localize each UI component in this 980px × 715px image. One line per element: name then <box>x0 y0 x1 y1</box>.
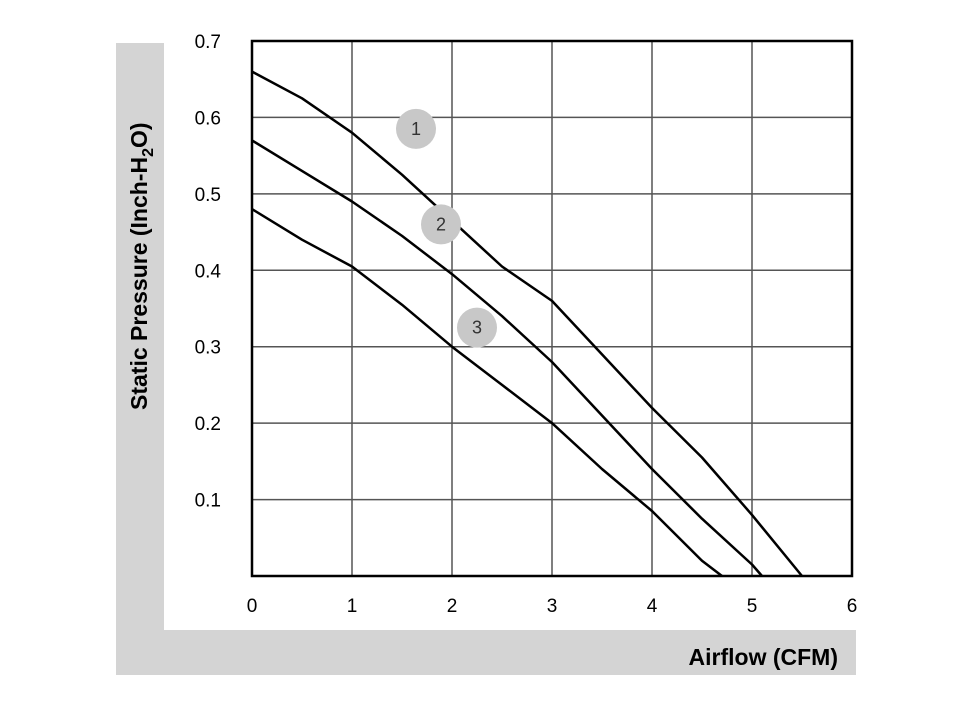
y-tick-label: 0.3 <box>195 338 221 359</box>
y-axis-title-end: O) <box>126 122 152 148</box>
x-tick-label: 2 <box>447 596 458 617</box>
curves <box>251 70 803 577</box>
curve-marker-1 <box>396 108 436 149</box>
curve-series-1 <box>251 70 803 577</box>
y-tick-label: 0.4 <box>195 261 222 282</box>
x-tick-labels: 0 1 2 3 4 5 6 <box>247 596 858 617</box>
curve-marker-label: 2 <box>436 214 446 234</box>
x-tick-label: 0 <box>247 596 258 617</box>
y-axis-title-main: Static Pressure (Inch-H <box>126 157 152 410</box>
y-tick-label: 0.2 <box>195 414 221 435</box>
curve-marker-label: 3 <box>472 318 482 338</box>
curve-marker-2 <box>421 204 461 245</box>
plot-frame <box>250 39 854 578</box>
x-tick-label: 3 <box>547 596 558 617</box>
y-tick-label: 0.1 <box>195 491 221 512</box>
y-tick-label: 0.6 <box>195 108 221 129</box>
x-axis-band <box>116 630 856 675</box>
grid <box>252 41 852 576</box>
x-tick-label: 5 <box>747 596 758 617</box>
curve-marker-3 <box>457 307 497 348</box>
y-tick-label: 0.7 <box>195 32 221 53</box>
x-tick-label: 4 <box>647 596 658 617</box>
y-tick-labels: 0.1 0.2 0.3 0.4 0.5 0.6 0.7 <box>195 32 222 512</box>
x-axis-title: Airflow (CFM) <box>689 644 838 670</box>
curve-markers: 1 2 3 <box>396 108 497 348</box>
y-axis-band <box>116 43 164 675</box>
y-tick-label: 0.5 <box>195 185 221 206</box>
curve-series-3 <box>251 208 723 577</box>
y-axis-title-subscript: 2 <box>140 148 157 157</box>
x-tick-label: 1 <box>347 596 358 617</box>
y-axis-title: Static Pressure (Inch-H2O) <box>126 122 157 410</box>
curve-marker-label: 1 <box>411 119 421 139</box>
curve-series-2 <box>251 139 763 577</box>
x-tick-label: 6 <box>847 596 858 617</box>
